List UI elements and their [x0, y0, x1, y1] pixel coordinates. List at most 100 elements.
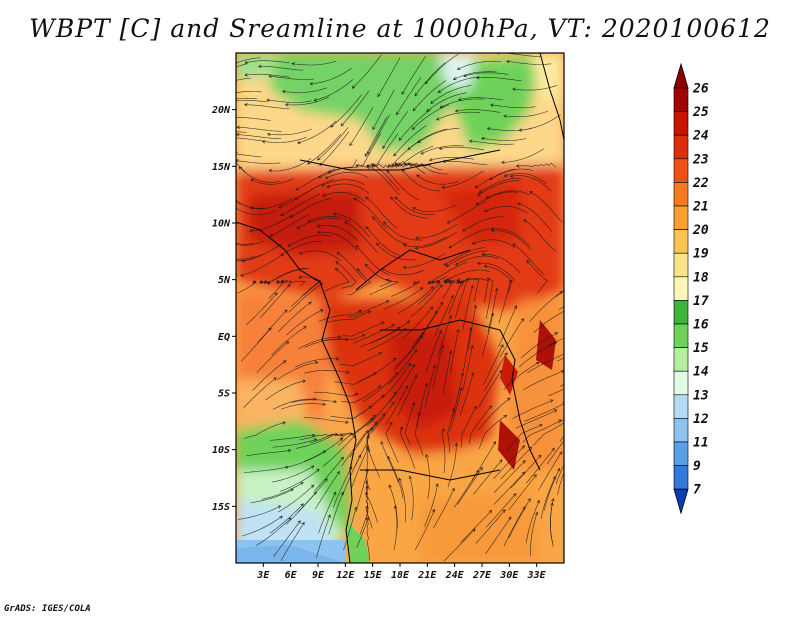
streamline-arrow	[287, 283, 291, 288]
streamline	[517, 203, 553, 232]
streamline	[236, 137, 265, 142]
streamline	[484, 352, 508, 392]
streamline-arrow	[502, 509, 506, 513]
streamline	[501, 148, 544, 163]
streamline-arrow	[261, 140, 266, 144]
lat-tick-label: EQ	[218, 332, 230, 343]
streamline	[410, 310, 438, 348]
streamline-arrow	[494, 287, 499, 292]
streamline	[399, 426, 415, 469]
streamline-arrow	[217, 152, 220, 155]
streamline	[366, 163, 400, 191]
streamline-arrow	[206, 195, 209, 198]
streamline	[299, 250, 342, 262]
streamline-arrow	[436, 117, 440, 121]
streamline-arrow	[459, 280, 464, 284]
streamline	[337, 252, 368, 284]
streamline	[370, 320, 410, 344]
streamline-arrow	[372, 216, 376, 220]
streamline-arrow	[596, 363, 599, 366]
streamline-arrow	[483, 264, 488, 269]
streamline-arrow	[456, 280, 460, 284]
streamline	[402, 169, 440, 192]
streamline-arrow	[327, 514, 331, 518]
streamline-arrow	[380, 394, 385, 398]
streamline	[339, 414, 376, 440]
streamline	[560, 384, 564, 387]
streamline-arrow	[226, 190, 229, 193]
streamline-arrow	[268, 74, 272, 79]
streamline-arrow	[438, 146, 443, 150]
streamline	[414, 412, 424, 456]
streamline-arrow	[365, 196, 369, 200]
streamline-arrow	[411, 401, 415, 406]
streamline	[547, 337, 564, 347]
streamline	[272, 398, 316, 410]
streamline-arrow	[485, 195, 490, 199]
streamline-arrow	[339, 437, 344, 442]
streamline	[490, 104, 536, 109]
colorbar-label: 16	[693, 318, 709, 333]
colorbar-label: 22	[692, 176, 709, 191]
streamline-arrow	[446, 277, 450, 281]
streamline	[236, 118, 237, 120]
streamline-arrow	[295, 187, 299, 191]
streamline-arrow	[279, 515, 283, 520]
streamline-arrow	[336, 252, 341, 256]
streamline	[304, 339, 349, 348]
streamline	[267, 128, 312, 136]
streamline-arrow	[219, 137, 222, 140]
streamline	[490, 228, 531, 247]
lon-tick-label: 9E	[312, 570, 325, 581]
lon-tick-label: 33E	[527, 570, 547, 581]
streamline	[340, 90, 370, 127]
streamline	[407, 162, 448, 175]
streamline	[238, 505, 281, 520]
lon-tick-label: 3E	[256, 570, 270, 581]
streamline	[396, 77, 422, 115]
colorbar-swatch	[673, 441, 689, 466]
streamline	[237, 127, 282, 132]
streamline	[447, 408, 455, 453]
streamline-arrow	[313, 278, 317, 282]
colorbar-swatch	[673, 418, 689, 443]
streamline	[444, 279, 465, 288]
streamline	[476, 77, 522, 81]
streamline-arrow	[238, 166, 242, 170]
streamline-arrow	[424, 382, 428, 387]
streamline	[269, 158, 312, 172]
streamline	[500, 318, 524, 358]
streamline-arrow	[457, 97, 462, 101]
streamline	[365, 486, 373, 529]
streamline-arrow	[517, 202, 521, 206]
streamline	[316, 514, 331, 558]
streamline	[313, 79, 354, 101]
streamline-arrow	[439, 105, 444, 109]
streamline-arrow	[514, 305, 518, 309]
streamline	[526, 260, 548, 294]
streamline-arrow	[440, 344, 445, 349]
streamline-arrow	[345, 420, 349, 424]
streamline	[366, 165, 400, 196]
streamline-arrow	[526, 259, 530, 264]
colorbar-label: 17	[693, 294, 709, 309]
streamline-arrow	[533, 474, 537, 478]
streamline	[266, 99, 312, 103]
streamline-arrow	[322, 450, 327, 454]
streamline	[390, 196, 429, 219]
streamline	[313, 391, 358, 397]
streamline	[393, 505, 398, 551]
streamline-arrow	[285, 103, 289, 107]
streamline-arrow	[198, 259, 201, 262]
streamline-arrow	[470, 372, 475, 376]
streamline-arrow	[372, 414, 376, 419]
colorbar-swatch	[673, 87, 689, 112]
streamline	[506, 424, 543, 451]
streamline-arrow	[414, 374, 418, 379]
streamline	[243, 377, 277, 409]
streamline-arrow	[334, 268, 339, 272]
streamline	[391, 162, 426, 174]
streamline-arrow	[407, 362, 411, 367]
streamline	[236, 160, 281, 164]
streamline	[478, 414, 507, 449]
